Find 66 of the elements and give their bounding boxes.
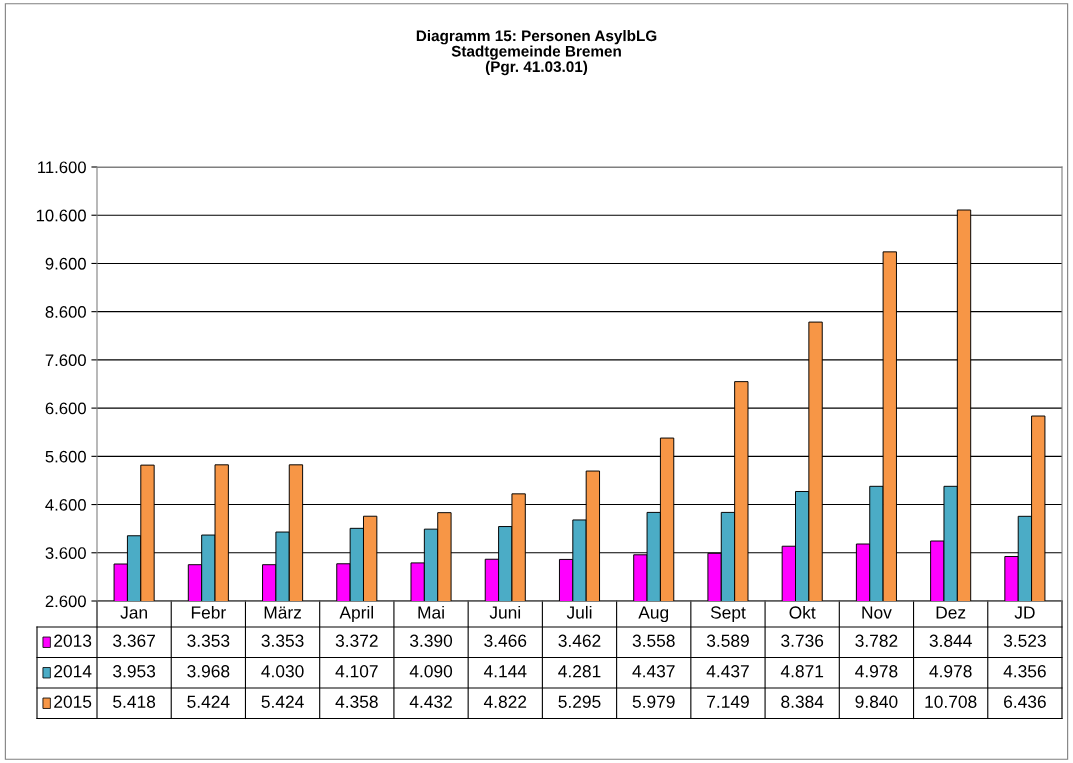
x-tick-label: Juli xyxy=(566,605,592,619)
y-tick-label: 4.600 xyxy=(45,498,86,511)
data-label: 4.107 xyxy=(335,665,378,678)
x-tick-label: Mai xyxy=(418,605,444,619)
data-label: 4.090 xyxy=(409,665,453,678)
y-tick-label: 10.600 xyxy=(36,209,86,222)
data-label: 3.844 xyxy=(929,634,972,647)
y-tick-label: 11.600 xyxy=(38,161,86,174)
data-label: 4.978 xyxy=(929,665,972,678)
legend-label: 2014 xyxy=(54,665,92,678)
data-label: 3.523 xyxy=(1003,634,1046,647)
data-label: 10.708 xyxy=(925,695,977,708)
data-label: 3.367 xyxy=(113,634,155,647)
data-label: 4.978 xyxy=(855,665,898,678)
data-label: 3.968 xyxy=(187,665,230,678)
x-tick-label: Juni xyxy=(489,605,521,619)
data-label: 3.953 xyxy=(113,665,156,678)
x-tick-label: Aug xyxy=(638,606,669,623)
data-label: 3.558 xyxy=(632,634,675,647)
y-tick-label: 6.600 xyxy=(45,402,86,415)
x-tick-label: Jan xyxy=(120,606,147,619)
data-label: 5.979 xyxy=(632,695,675,708)
data-label: 5.418 xyxy=(113,695,156,708)
y-tick-label: 7.600 xyxy=(45,354,86,367)
data-label: 3.782 xyxy=(855,634,898,647)
x-tick-label: April xyxy=(339,605,374,623)
x-tick-label: Febr xyxy=(191,605,226,619)
data-label: 5.424 xyxy=(187,695,230,708)
x-tick-label: März xyxy=(264,606,301,619)
data-label: 4.358 xyxy=(335,695,378,708)
y-tick-label: 2.600 xyxy=(45,595,86,608)
y-tick-label: 3.600 xyxy=(45,547,86,559)
data-label: 4.437 xyxy=(706,665,749,678)
data-label: 3.466 xyxy=(484,634,527,647)
legend-label: 2013 xyxy=(54,634,92,647)
data-label: 3.353 xyxy=(261,634,304,647)
x-tick-label: Nov xyxy=(862,606,892,619)
data-label: 5.295 xyxy=(558,695,601,708)
data-label: 3.390 xyxy=(409,634,453,647)
data-label: 8.384 xyxy=(781,695,824,708)
data-label: 4.822 xyxy=(483,695,527,708)
x-tick-label: Sept xyxy=(710,606,746,623)
y-tick-label: 9.600 xyxy=(45,257,86,270)
data-label: 9.840 xyxy=(855,695,898,708)
data-label: 4.356 xyxy=(1003,665,1046,678)
y-tick-label: 8.600 xyxy=(45,306,86,318)
x-tick-label: JD xyxy=(1014,606,1035,619)
data-label: 3.462 xyxy=(558,634,601,647)
x-tick-label: Okt xyxy=(789,605,816,619)
data-label: 4.281 xyxy=(558,665,601,678)
data-label: 4.432 xyxy=(409,695,452,708)
data-label: 7.149 xyxy=(707,695,749,708)
data-label: 4.871 xyxy=(780,665,824,678)
data-label: 3.353 xyxy=(187,634,230,647)
data-label: 3.372 xyxy=(335,634,378,647)
legend-label: 2015 xyxy=(54,695,92,708)
data-label: 5.424 xyxy=(261,695,304,708)
x-tick-label: Dez xyxy=(936,606,966,619)
data-label: 4.437 xyxy=(632,665,675,678)
data-label: 4.144 xyxy=(483,665,527,678)
data-label: 4.030 xyxy=(261,665,304,678)
chart-title: Diagramm 15: Personen AsylbLG Stadtgemeinde Bremen (Pgr. 41.03.01) xyxy=(416,30,657,76)
y-tick-label: 5.600 xyxy=(45,450,86,463)
data-label: 6.436 xyxy=(1004,695,1046,708)
data-label: 3.736 xyxy=(781,634,824,647)
data-label: 3.589 xyxy=(706,634,749,647)
